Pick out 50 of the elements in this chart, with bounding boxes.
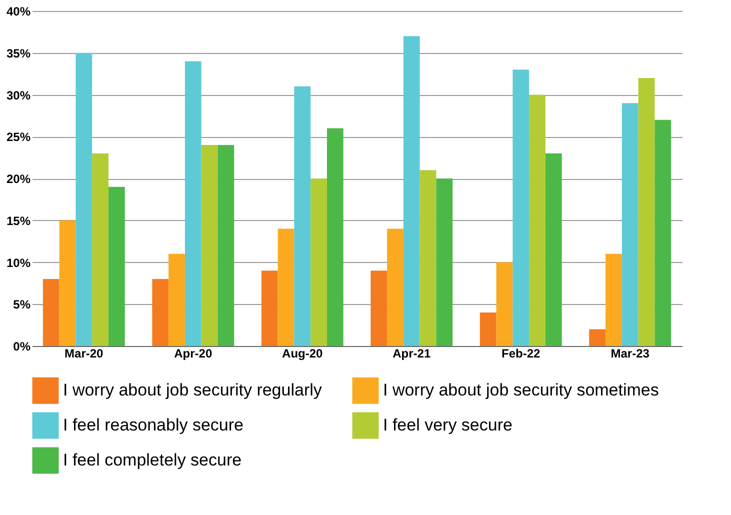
bar xyxy=(76,52,92,346)
bar xyxy=(294,86,311,346)
y-tick-label: 20% xyxy=(6,172,31,186)
bar xyxy=(108,186,125,346)
bar xyxy=(529,94,546,346)
x-tick-label: Feb-22 xyxy=(502,346,541,360)
bar xyxy=(42,279,60,346)
x-tick-label: Mar-20 xyxy=(64,346,104,360)
bar xyxy=(512,70,530,346)
bar xyxy=(168,254,185,346)
x-tick-label: Aug-20 xyxy=(282,346,324,360)
legend-label: I feel reasonably secure xyxy=(63,416,244,434)
bar xyxy=(326,128,344,346)
y-tick-label: 30% xyxy=(6,88,31,102)
bar xyxy=(218,145,234,346)
bar xyxy=(436,178,453,346)
x-tick-label: Apr-21 xyxy=(392,346,431,360)
legend-label: I feel very secure xyxy=(383,416,512,434)
bar xyxy=(370,270,388,346)
bar xyxy=(278,228,294,346)
bar xyxy=(261,270,278,346)
y-tick-label: 5% xyxy=(13,298,31,312)
bar xyxy=(496,262,513,346)
y-tick-label: 35% xyxy=(6,46,31,60)
bar xyxy=(654,120,672,346)
y-tick-label: 0% xyxy=(13,340,31,354)
legend-label: I worry about job security regularly xyxy=(63,380,322,400)
y-tick-label: 40% xyxy=(6,4,31,18)
bar xyxy=(606,254,622,346)
y-tick-label: 15% xyxy=(6,214,31,228)
bar xyxy=(403,36,420,346)
legend-label: I feel completely secure xyxy=(63,450,242,470)
y-tick-label: 10% xyxy=(6,256,31,270)
bar xyxy=(638,78,655,346)
y-tick-label: 25% xyxy=(6,130,31,144)
bar xyxy=(480,312,496,346)
bar xyxy=(59,220,76,346)
bar xyxy=(589,329,606,346)
bar xyxy=(152,279,169,346)
legend-label: I worry about job security sometimes xyxy=(383,380,659,400)
bar xyxy=(622,103,638,346)
x-tick-label: Apr-20 xyxy=(174,346,212,360)
bar xyxy=(92,153,108,346)
bar xyxy=(201,145,218,346)
x-tick-label: Mar-23 xyxy=(610,346,650,360)
bar xyxy=(420,170,436,346)
bar xyxy=(545,153,562,346)
bar xyxy=(387,228,404,346)
bar xyxy=(184,61,202,346)
bar xyxy=(310,178,327,346)
